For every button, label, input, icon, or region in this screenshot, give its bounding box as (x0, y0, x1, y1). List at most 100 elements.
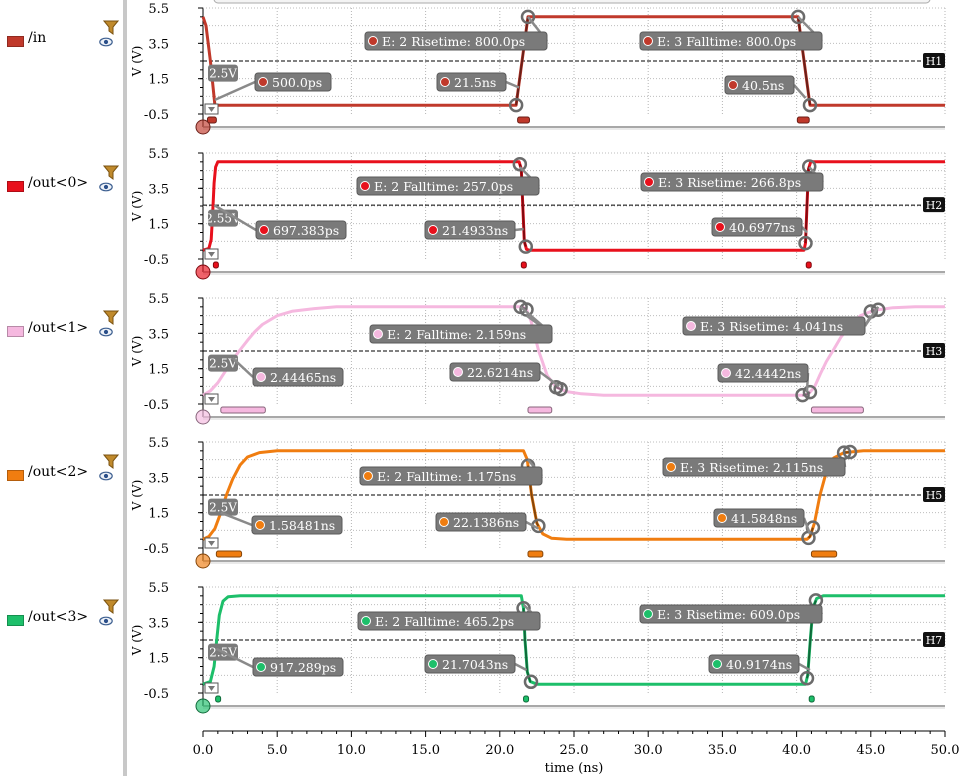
eye-icon[interactable] (99, 182, 113, 192)
measurement-label-box[interactable] (369, 324, 553, 344)
delta-bar[interactable] (527, 406, 553, 414)
threshold-marker-badge (923, 197, 945, 213)
eye-icon[interactable] (99, 327, 113, 337)
measurement-marker[interactable] (553, 381, 568, 397)
measurement-label-box[interactable] (251, 515, 343, 535)
measurement-label-box[interactable] (708, 654, 800, 674)
measurement-color-dot (644, 177, 654, 187)
eye-icon[interactable] (99, 37, 113, 47)
delta-bar[interactable] (206, 116, 217, 124)
measurement-label-box[interactable] (424, 654, 516, 674)
filter-icon[interactable] (103, 599, 119, 615)
delta-bar[interactable] (520, 261, 527, 269)
measurement-label-box[interactable] (662, 457, 846, 477)
measurement-marker[interactable] (842, 444, 858, 460)
panel-handle[interactable] (195, 264, 211, 280)
measurement-label-box[interactable] (449, 362, 541, 382)
measurement-leader (213, 204, 257, 232)
measurement-label-box[interactable] (424, 220, 516, 240)
measurement-label-box[interactable] (252, 367, 344, 387)
legend-item-out0[interactable]: /out<0> (0, 165, 125, 217)
measurement-color-dot (643, 609, 653, 619)
measurement-label-box[interactable] (711, 217, 803, 237)
measurement-label-box[interactable] (724, 75, 795, 95)
panel-handle[interactable] (195, 409, 211, 425)
measurement-label-box[interactable] (359, 466, 543, 486)
measurement-marker[interactable] (802, 384, 818, 400)
x-tick-label: 35.0 (708, 743, 737, 758)
panel-handle[interactable] (195, 553, 211, 569)
panel-handle[interactable] (195, 119, 211, 135)
delta-bar[interactable] (796, 116, 810, 124)
measurement-label-box[interactable] (364, 31, 548, 51)
waveform-panel[interactable]: 5.5 3.5 1.5 -0.5 V (V) H5 2.5V E: 2 Falltime: 1… (130, 436, 946, 569)
measurement-label-box[interactable] (254, 72, 332, 92)
delta-bar[interactable] (215, 550, 243, 558)
measurement-marker[interactable] (798, 235, 813, 251)
measurement-marker[interactable] (520, 9, 536, 25)
measurement-label-box[interactable] (717, 363, 809, 383)
top-scroll-bar[interactable] (213, 0, 931, 4)
legend-item-in[interactable]: /in (0, 20, 125, 72)
y-tick-label: 5.5 (148, 2, 169, 17)
y-tick-label: 5.5 (148, 292, 169, 307)
cursor-marker-triangle (208, 107, 215, 112)
panel-handle[interactable] (195, 698, 211, 714)
measurement-marker[interactable] (512, 156, 528, 172)
waveform-panel[interactable]: 5.53.51.5-0.5V (V)H72.5VE: 2 Falltime: 4… (130, 581, 946, 714)
delta-bar[interactable] (808, 695, 815, 703)
measurement-label-box[interactable] (682, 316, 866, 336)
measurement-label-box[interactable] (713, 508, 805, 528)
filter-icon[interactable] (103, 20, 119, 36)
measurement-color-dot (453, 367, 463, 377)
legend-item-out2[interactable]: /out<2> (0, 454, 125, 506)
measurement-label: E: 2 Falltime: 2.159ns (387, 327, 526, 342)
delta-bar[interactable] (810, 550, 838, 558)
waveform-panel[interactable]: 5.5 3.5 1.5 -0.5 V (V) H3 2.5V E: 2 Falltime: 2… (130, 292, 946, 425)
measurement-marker[interactable] (519, 302, 534, 317)
delta-bar[interactable] (527, 550, 544, 558)
measurement-label-box[interactable] (640, 172, 824, 192)
measurement-marker[interactable] (790, 9, 806, 25)
eye-icon[interactable] (99, 616, 113, 626)
eye-icon[interactable] (99, 471, 113, 481)
legend-item-out3[interactable]: /out<3> (0, 599, 125, 651)
measurement-marker[interactable] (799, 671, 815, 686)
delta-bar[interactable] (220, 406, 266, 414)
waveform-panel[interactable]: 5.5 3.5 1.5 -0.5 V (V) H1 2.5V E: 2 Risetime: 8… (130, 2, 946, 135)
filter-icon[interactable] (103, 310, 119, 326)
y-tick-label: 1.5 (148, 652, 169, 667)
delta-bar[interactable] (215, 695, 222, 703)
measurement-color-dot (643, 36, 653, 46)
delta-bar[interactable] (805, 261, 812, 269)
y-tick-label: -0.5 (144, 398, 169, 413)
delta-bar[interactable] (523, 695, 530, 703)
measurement-marker[interactable] (802, 97, 818, 113)
measurement-label-box[interactable] (252, 657, 344, 677)
delta-bar[interactable] (810, 406, 864, 414)
measurement-label: 21.4933ns (442, 223, 508, 238)
measurement-label-box[interactable] (435, 512, 527, 532)
measurement-label-box[interactable] (639, 31, 823, 51)
filter-icon[interactable] (103, 454, 119, 470)
threshold-marker-badge (923, 632, 945, 647)
filter-icon[interactable] (103, 165, 119, 181)
delta-bar[interactable] (517, 116, 530, 124)
measurement-marker[interactable] (523, 674, 539, 690)
measurement-color-dot (363, 471, 373, 481)
measurement-label-box[interactable] (255, 220, 347, 240)
measurement-label-box[interactable] (436, 72, 507, 92)
measurement-marker[interactable] (508, 97, 524, 113)
measurement-label: E: 3 Risetime: 2.115ns (680, 460, 823, 475)
measurement-label-box[interactable] (357, 611, 541, 631)
measurement-label-box[interactable] (356, 176, 540, 196)
measurement-marker[interactable] (518, 239, 534, 254)
legend-item-out1[interactable]: /out<1> (0, 310, 125, 362)
delta-bar[interactable] (212, 261, 219, 269)
measurement-marker[interactable] (870, 302, 886, 318)
measurement-label-box[interactable] (639, 604, 823, 624)
measurement-marker[interactable] (795, 387, 810, 403)
measurement-color-dot (439, 517, 449, 527)
